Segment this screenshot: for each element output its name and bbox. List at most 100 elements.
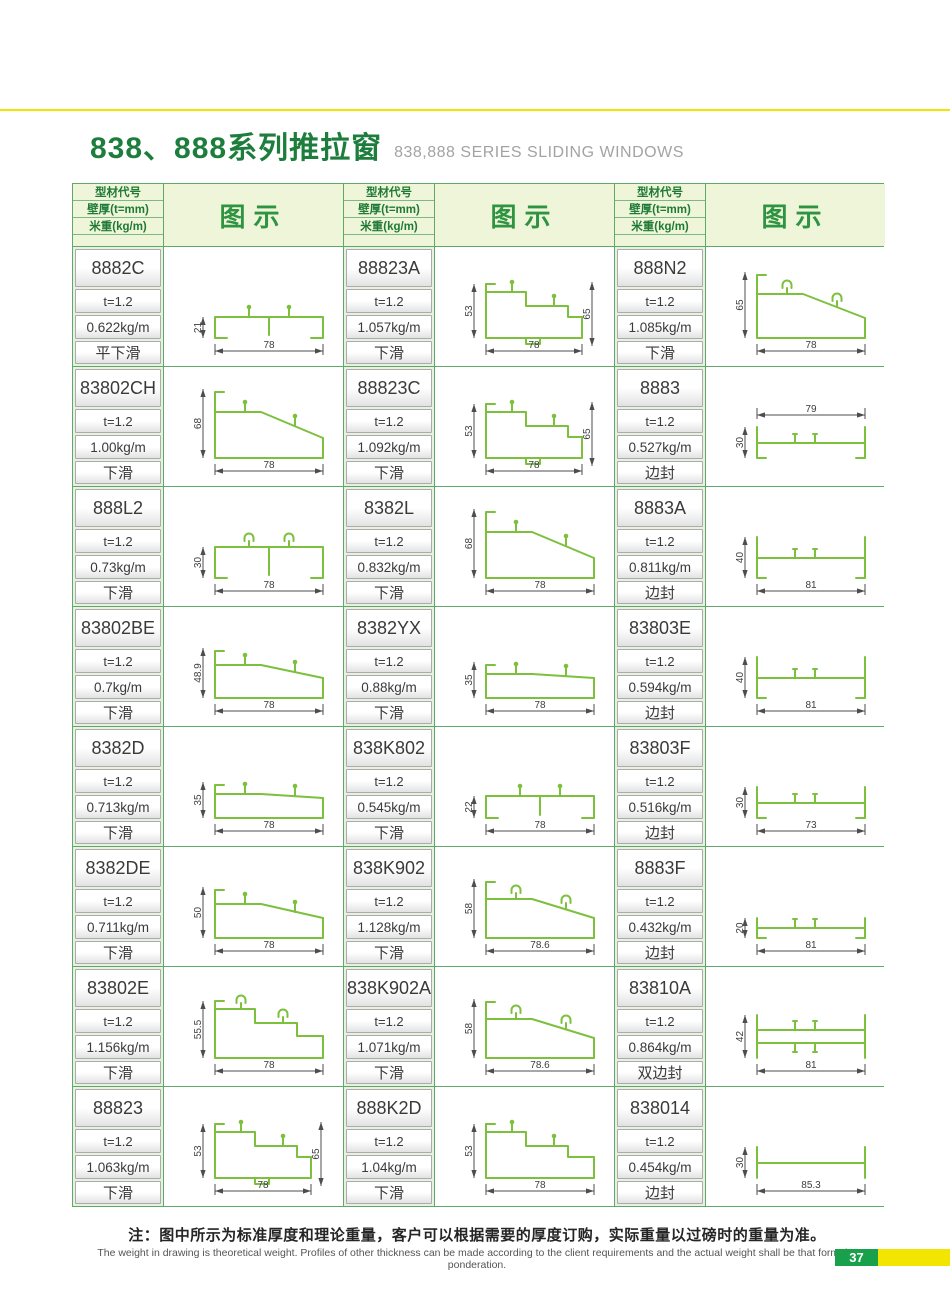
profile-thickness: t=1.2 [75, 1009, 161, 1033]
profile-thickness: t=1.2 [346, 1129, 432, 1153]
dimension-width-label: 78 [805, 340, 817, 351]
profile-diagram-8883F: 20 81 [706, 847, 885, 966]
profile-usage: 边封 [617, 821, 703, 844]
profile-cross-section: 53 78 [464, 1119, 595, 1195]
profile-card-8883F: 8883F t=1.2 0.432kg/m 边封 [615, 847, 705, 966]
profile-weight: 1.04kg/m [346, 1155, 432, 1179]
profile-weight: 1.128kg/m [346, 915, 432, 939]
profile-diagram-8382DE: 50 78 [164, 847, 343, 966]
header-weight-label: 米重(kg/m) [344, 218, 434, 235]
dimension-height-label: 50 [193, 907, 204, 919]
profile-weight: 0.864kg/m [617, 1035, 703, 1059]
dimension-width-label: 78 [263, 700, 275, 711]
dimension-width-label: 81 [805, 700, 817, 711]
profile-thickness: t=1.2 [617, 889, 703, 913]
profile-thickness: t=1.2 [346, 529, 432, 553]
profile-diagram-83802BE: 48.9 78 [164, 607, 343, 726]
profile-thickness: t=1.2 [617, 649, 703, 673]
profile-thickness: t=1.2 [617, 769, 703, 793]
profile-code: 83803E [617, 609, 703, 647]
profile-cross-section: 53 78 65 [464, 279, 595, 355]
footer-note-cn: 注：图中所示为标准厚度和理论重量，客户可以根据需要的厚度订购，实际重量以过磅时的… [128, 1227, 826, 1244]
profile-usage: 双边封 [617, 1061, 703, 1084]
profile-cross-section: 55.5 78 [193, 994, 324, 1075]
profile-card-83803F: 83803F t=1.2 0.516kg/m 边封 [615, 727, 705, 846]
profile-weight: 1.085kg/m [617, 315, 703, 339]
profile-usage: 边封 [617, 701, 703, 724]
profile-cross-section: 68 78 [464, 509, 595, 595]
profile-usage: 下滑 [75, 461, 161, 484]
profile-cross-section: 40 81 [735, 536, 866, 595]
profile-diagram-8883A: 40 81 [706, 487, 885, 606]
profile-weight: 0.432kg/m [617, 915, 703, 939]
dimension-width-label: 79 [805, 404, 817, 415]
profile-weight: 1.071kg/m [346, 1035, 432, 1059]
profile-diagram-888N2: 65 78 [706, 247, 885, 366]
header-diagram-label: 图示 [706, 184, 885, 246]
header-weight-label: 米重(kg/m) [73, 218, 163, 235]
profile-usage: 下滑 [346, 341, 432, 364]
profile-diagram-83802E: 55.5 78 [164, 967, 343, 1086]
dimension-width-label: 78 [263, 1060, 275, 1071]
profile-card-83802BE: 83802BE t=1.2 0.7kg/m 下滑 [73, 607, 163, 726]
footer-note-en: The weight in drawing is theoretical wei… [97, 1247, 857, 1271]
footer-note: 注：图中所示为标准厚度和理论重量，客户可以根据需要的厚度订购，实际重量以过磅时的… [72, 1224, 882, 1271]
profile-code: 88823C [346, 369, 432, 407]
dimension-width-label: 78 [534, 1180, 546, 1191]
dimension-height-label: 53 [193, 1145, 204, 1157]
page-number-accent-bar [878, 1249, 950, 1266]
dimension-height-label: 42 [735, 1031, 746, 1043]
profile-thickness: t=1.2 [346, 889, 432, 913]
dimension-height-label: 53 [464, 425, 475, 437]
profile-diagram-83810A: 42 81 [706, 967, 885, 1086]
profile-code: 83810A [617, 969, 703, 1007]
profile-card-88823A: 88823A t=1.2 1.057kg/m 下滑 [344, 247, 434, 366]
dimension-height-label: 53 [464, 305, 475, 317]
profile-cross-section: 30 79 [735, 404, 866, 459]
dimension-height-label: 55.5 [193, 1019, 204, 1039]
dimension-height-label: 65 [311, 1148, 322, 1160]
profile-thickness: t=1.2 [346, 409, 432, 433]
dimension-height-label: 58 [464, 1023, 475, 1035]
dimension-height-label: 40 [735, 672, 746, 684]
profile-usage: 下滑 [346, 461, 432, 484]
profile-usage: 下滑 [75, 821, 161, 844]
dimension-width-label: 78 [263, 940, 275, 951]
profile-cross-section: 58 78.6 [464, 999, 595, 1075]
profile-card-838K802: 838K802 t=1.2 0.545kg/m 下滑 [344, 727, 434, 846]
profile-usage: 平下滑 [75, 341, 161, 364]
profile-card-8382D: 8382D t=1.2 0.713kg/m 下滑 [73, 727, 163, 846]
profile-weight: 0.713kg/m [75, 795, 161, 819]
profile-diagram-888K2D: 53 78 [435, 1087, 614, 1206]
dimension-height-label: 30 [735, 437, 746, 449]
profile-thickness: t=1.2 [346, 1009, 432, 1033]
profile-weight: 1.092kg/m [346, 435, 432, 459]
dimension-width-label: 78 [263, 460, 275, 471]
profile-usage: 边封 [617, 581, 703, 604]
profile-card-8883: 8883 t=1.2 0.527kg/m 边封 [615, 367, 705, 486]
profile-code: 838014 [617, 1089, 703, 1127]
profile-card-888K2D: 888K2D t=1.2 1.04kg/m 下滑 [344, 1087, 434, 1206]
dimension-height-label: 35 [464, 674, 475, 686]
profile-diagram-88823C: 53 78 65 [435, 367, 614, 486]
page-number-badge: 37 [835, 1249, 878, 1266]
profile-diagram-838014: 30 85.3 [706, 1087, 885, 1206]
header-code-label: 型材代号 [344, 184, 434, 201]
dimension-width-label: 78 [257, 1180, 269, 1191]
profile-weight: 0.622kg/m [75, 315, 161, 339]
profile-thickness: t=1.2 [617, 1009, 703, 1033]
profile-weight: 1.063kg/m [75, 1155, 161, 1179]
profile-diagram-83803E: 40 81 [706, 607, 885, 726]
header-diagram-label: 图示 [164, 184, 343, 246]
profile-cross-section: 68 78 [193, 389, 324, 475]
header-empty-cell [615, 235, 705, 246]
column-header-group-2: 型材代号 壁厚(t=mm) 米重(kg/m) [344, 184, 434, 246]
profile-code: 838K902 [346, 849, 432, 887]
profile-card-838K902A: 838K902A t=1.2 1.071kg/m 下滑 [344, 967, 434, 1086]
profile-card-83803E: 83803E t=1.2 0.594kg/m 边封 [615, 607, 705, 726]
profile-cross-section: 35 78 [464, 661, 595, 715]
profile-diagram-838K902: 58 78.6 [435, 847, 614, 966]
profile-thickness: t=1.2 [75, 409, 161, 433]
top-divider [0, 109, 950, 111]
